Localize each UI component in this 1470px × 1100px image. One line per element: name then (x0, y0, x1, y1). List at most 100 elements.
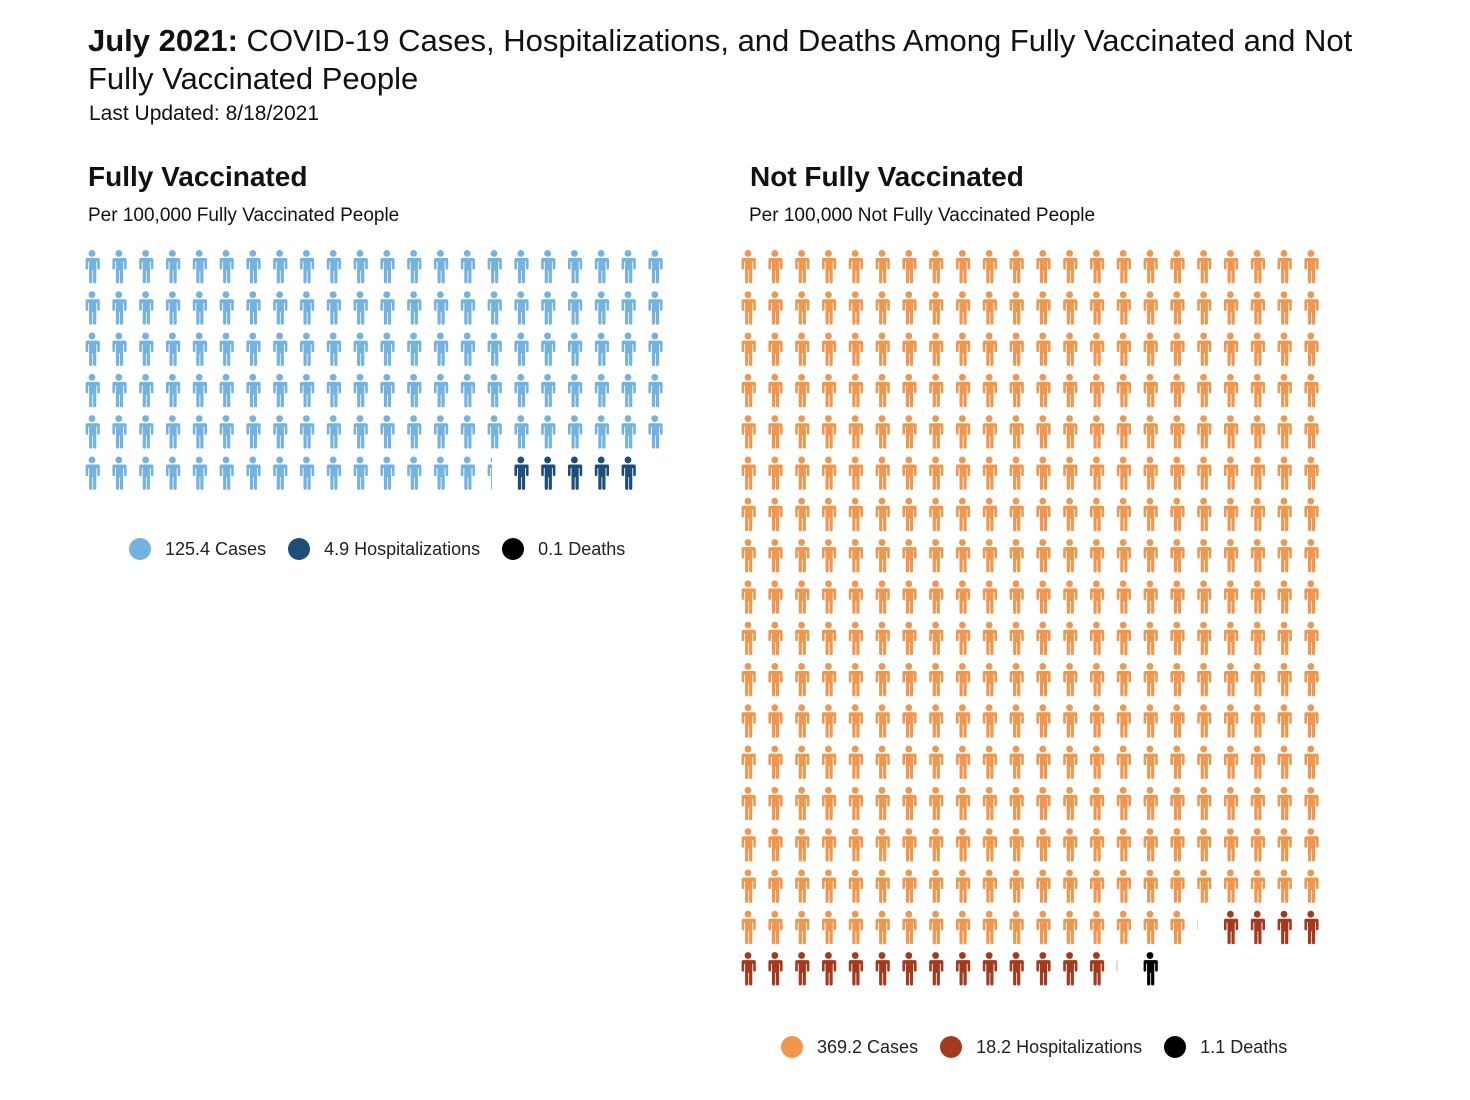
person-icon-cases (166, 332, 181, 366)
person-icon-cases (956, 704, 971, 738)
person-icon-cases (1170, 250, 1185, 284)
person-icon-cases (741, 745, 756, 779)
person-icon-cases (1170, 539, 1185, 573)
person-icon-cases (1277, 291, 1292, 325)
person-icon-cases (1224, 869, 1239, 903)
person-icon-cases (1277, 745, 1292, 779)
person-icon-cases (139, 250, 154, 284)
person-icon-cases (1277, 621, 1292, 656)
person-icon-cases (407, 332, 422, 366)
person-icon-cases (768, 456, 783, 490)
person-icon-cases (1250, 539, 1265, 573)
person-icon-cases (768, 910, 783, 945)
last-updated: Last Updated: 8/18/2021 (89, 102, 320, 125)
person-icon-cases (1090, 291, 1105, 325)
person-icon-cases (1170, 415, 1185, 449)
person-icon-cases (219, 456, 234, 490)
person-icon-cases (326, 373, 341, 408)
person-icon-cases (902, 869, 917, 903)
person-icon-cases (1197, 250, 1212, 284)
person-icon-cases (822, 332, 837, 366)
person-icon-cases (1036, 910, 1051, 945)
person-icon-cases (1116, 745, 1131, 779)
person-icon-cases (1116, 373, 1131, 408)
person-icon-cases (460, 415, 475, 449)
person-icon-cases (1116, 869, 1131, 903)
person-icon-cases (1143, 497, 1158, 532)
person-icon-cases (956, 828, 971, 862)
person-icon-cases (1036, 539, 1051, 573)
person-icon-cases (1143, 580, 1158, 614)
person-icon-cases (1009, 539, 1024, 573)
person-icon-cases (326, 250, 341, 284)
person-icon-cases (139, 373, 154, 408)
person-icon-cases (1090, 745, 1105, 779)
person-icon-cases (1090, 332, 1105, 366)
person-icon-cases (166, 250, 181, 284)
person-icon-cases (1304, 786, 1319, 821)
person-icon-cases (848, 415, 863, 449)
person-icon-cases (1170, 828, 1185, 862)
person-icon-cases (1304, 250, 1319, 284)
person-icon-cases (1090, 704, 1105, 738)
person-icon-cases (139, 332, 154, 366)
person-icon-cases (1143, 910, 1158, 945)
person-icon-cases (902, 580, 917, 614)
person-icon-cases (1036, 373, 1051, 408)
person-icon-cases (982, 539, 997, 573)
person-icon-cases (822, 580, 837, 614)
person-icon-cases (1304, 745, 1319, 779)
person-icon-cases (1143, 332, 1158, 366)
person-icon-cases (1224, 704, 1239, 738)
pictogram-fully-vaccinated (85, 250, 663, 490)
person-icon-cases (1063, 415, 1078, 449)
person-icon-cases (1063, 745, 1078, 779)
person-icon-cases (1304, 539, 1319, 573)
person-icon-cases (982, 497, 997, 532)
person-icon-cases (929, 745, 944, 779)
person-icon-cases (929, 828, 944, 862)
person-icon-cases (1277, 332, 1292, 366)
person-icon-cases (541, 250, 556, 284)
person-icon-cases (1143, 869, 1158, 903)
person-icon-cases (1197, 704, 1212, 738)
person-icon-cases (768, 621, 783, 656)
legend-swatch-hospitalizations (940, 1036, 963, 1058)
person-icon-cases (1170, 910, 1185, 945)
person-icon-cases (648, 415, 663, 449)
person-icon-cases (139, 456, 154, 490)
person-icon-cases (1277, 663, 1292, 697)
person-icon-cases (848, 580, 863, 614)
person-icon-cases (982, 869, 997, 903)
person-icon-cases (929, 580, 944, 614)
person-icon-cases (460, 373, 475, 408)
person-icon-cases (795, 373, 810, 408)
person-icon-cases (166, 456, 181, 490)
person-icon-cases (112, 456, 127, 490)
person-icon-cases (741, 456, 756, 490)
person-icon-cases (741, 415, 756, 449)
person-icon-cases (300, 456, 315, 490)
person-icon-cases (902, 910, 917, 945)
person-icon-cases (1170, 497, 1185, 532)
person-icon-cases (1116, 539, 1131, 573)
person-icon-cases (1224, 621, 1239, 656)
person-icon-cases (219, 415, 234, 449)
person-icon-cases (741, 663, 756, 697)
person-icon-cases (982, 621, 997, 656)
person-icon-cases (1063, 704, 1078, 738)
person-icon-cases (648, 250, 663, 284)
person-icon-cases (1197, 621, 1212, 656)
person-icon-cases (434, 456, 449, 490)
person-icon-cases (902, 704, 917, 738)
person-icon-cases (982, 373, 997, 408)
person-icon-cases (768, 415, 783, 449)
person-icon-cases (1090, 869, 1105, 903)
person-icon-cases (1063, 910, 1078, 945)
person-icon-cases (648, 373, 663, 408)
person-icon-cases (487, 250, 502, 284)
person-icon-cases (929, 539, 944, 573)
person-icon-cases (1250, 456, 1265, 490)
person-icon-cases (1304, 332, 1319, 366)
panel-title-not-fully-vaccinated: Not Fully Vaccinated (750, 161, 1024, 192)
